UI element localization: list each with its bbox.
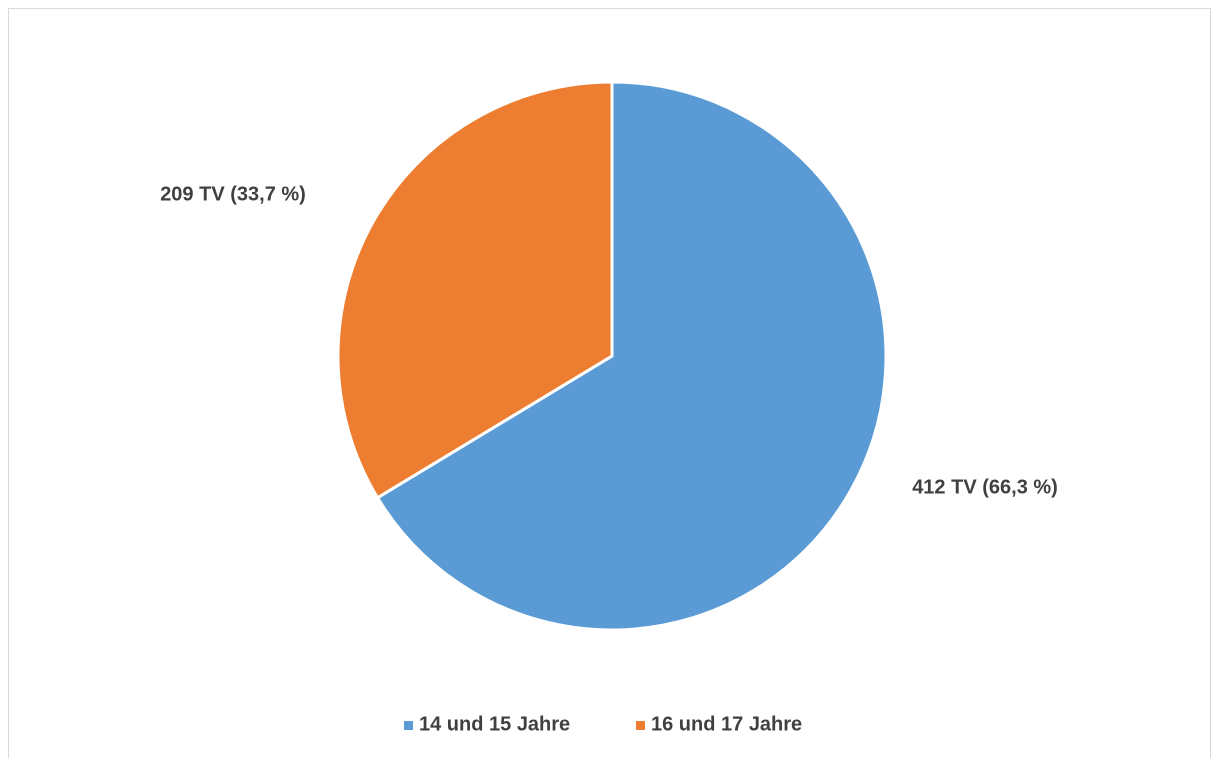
data-label: 412 TV (66,3 %) <box>912 476 1058 498</box>
legend-swatch <box>404 721 413 730</box>
legend-swatch <box>636 721 645 730</box>
legend-label: 16 und 17 Jahre <box>651 713 802 735</box>
data-label: 209 TV (33,7 %) <box>160 183 306 205</box>
pie-slice <box>375 80 888 632</box>
pie-slice <box>336 80 614 500</box>
legend-label: 14 und 15 Jahre <box>419 713 570 735</box>
